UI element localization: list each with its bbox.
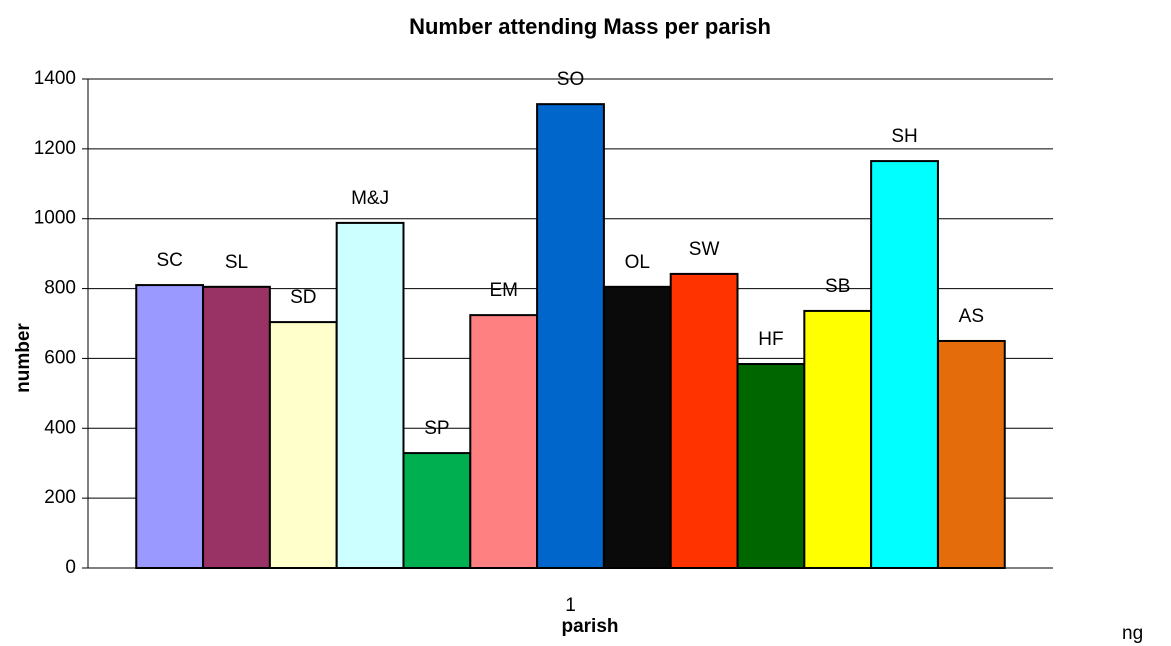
data-label: SB <box>825 276 850 297</box>
data-label: AS <box>959 306 984 327</box>
y-tick-label: 1200 <box>34 138 76 159</box>
y-tick-label: 0 <box>65 557 76 578</box>
y-tick-label: 200 <box>44 487 76 508</box>
data-label: SH <box>891 126 917 147</box>
y-tick-label: 1400 <box>34 68 76 89</box>
data-label: SL <box>225 252 248 273</box>
bar <box>135 284 205 569</box>
bar <box>936 339 1006 570</box>
data-label: SD <box>290 287 316 308</box>
bar <box>669 272 739 569</box>
bar <box>602 285 672 569</box>
bar <box>268 321 338 569</box>
bar <box>335 221 405 570</box>
bar <box>736 363 806 570</box>
data-label: SC <box>156 250 182 271</box>
bar <box>202 285 271 569</box>
data-label: SO <box>557 69 584 90</box>
data-label: SW <box>689 239 720 260</box>
y-tick-label: 1000 <box>34 208 76 229</box>
y-axis-title: number <box>13 323 34 393</box>
data-label: EM <box>489 280 518 301</box>
data-label: HF <box>758 329 783 350</box>
bar <box>870 160 939 569</box>
bar <box>536 103 605 570</box>
y-tick-label: 400 <box>44 417 76 438</box>
x-tick-label: 1 <box>565 595 576 616</box>
data-label: OL <box>625 252 650 273</box>
bar <box>469 314 539 570</box>
data-label: SP <box>424 418 449 439</box>
bar <box>803 309 873 569</box>
chart-title: Number attending Mass per parish <box>409 14 771 39</box>
x-axis-title: parish <box>561 616 618 637</box>
bar <box>402 452 472 569</box>
y-tick-label: 600 <box>44 347 76 368</box>
annotation: ng <box>1122 623 1143 644</box>
data-label: M&J <box>351 188 389 209</box>
y-tick-label: 800 <box>44 278 76 299</box>
